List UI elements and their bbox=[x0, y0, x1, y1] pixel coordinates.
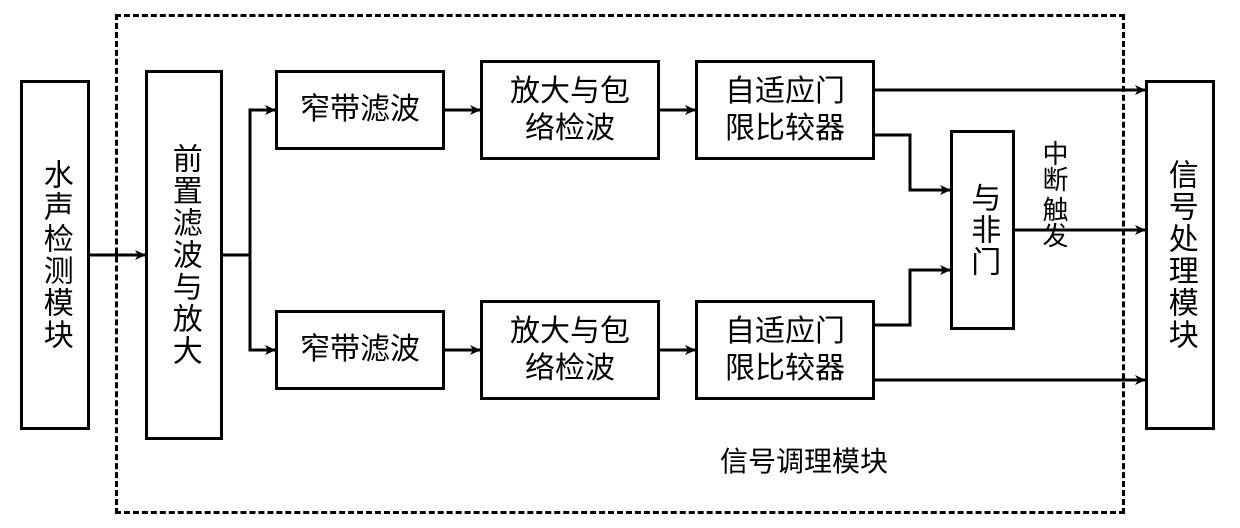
node-preamp: 前置滤波与放大 bbox=[145, 70, 223, 440]
node-label: 自适应门 限比较器 bbox=[725, 73, 845, 148]
node-label: 放大与包 络检波 bbox=[510, 313, 630, 388]
node-input: 水声检测模块 bbox=[20, 80, 90, 430]
node-adaptive-comparator-1: 自适应门 限比较器 bbox=[695, 60, 875, 160]
module-label: 信号调理模块 bbox=[720, 440, 888, 480]
node-narrowband-filter-1: 窄带滤波 bbox=[275, 70, 445, 150]
node-narrowband-filter-2: 窄带滤波 bbox=[275, 310, 445, 390]
node-output: 信号处理模块 bbox=[1145, 80, 1215, 430]
node-label: 窄带滤波 bbox=[300, 331, 420, 369]
node-label: 前置滤波与放大 bbox=[165, 143, 203, 367]
node-adaptive-comparator-2: 自适应门 限比较器 bbox=[695, 300, 875, 400]
interrupt-trigger-label: 中断 触发 bbox=[1035, 140, 1072, 248]
node-nand-gate: 与非门 bbox=[950, 130, 1015, 330]
node-label: 放大与包 络检波 bbox=[510, 73, 630, 148]
node-amp-envelope-2: 放大与包 络检波 bbox=[480, 300, 660, 400]
node-amp-envelope-1: 放大与包 络检波 bbox=[480, 60, 660, 160]
node-label: 信号处理模块 bbox=[1161, 159, 1199, 351]
diagram-canvas: 水声检测模块 前置滤波与放大 窄带滤波 窄带滤波 放大与包 络检波 放大与包 络… bbox=[0, 0, 1240, 528]
node-label: 与非门 bbox=[964, 182, 1002, 278]
node-label: 水声检测模块 bbox=[36, 159, 74, 351]
node-label: 窄带滤波 bbox=[300, 91, 420, 129]
node-label: 自适应门 限比较器 bbox=[725, 313, 845, 388]
